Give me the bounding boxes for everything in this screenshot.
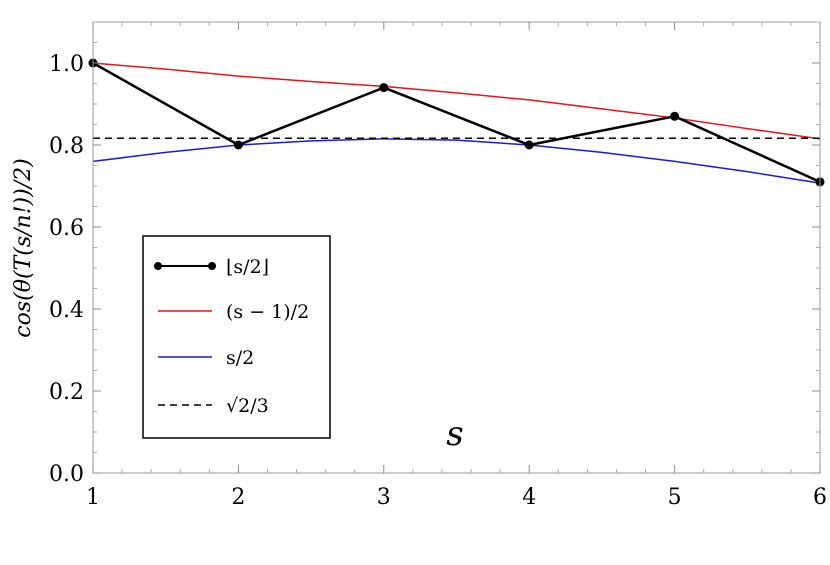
- y-tick-label: 0.6: [49, 216, 84, 241]
- y-tick-label: 0.8: [49, 134, 84, 159]
- legend-label: ⌊s/2⌋: [226, 256, 269, 278]
- x-tick-label: 5: [668, 485, 682, 510]
- x-tick-label: 3: [377, 485, 391, 510]
- x-tick-label: 2: [231, 485, 245, 510]
- x-tick-label: 4: [522, 485, 536, 510]
- series-line: [92, 138, 821, 184]
- legend-label: √2/3: [226, 395, 269, 417]
- data-point: [379, 83, 389, 93]
- legend-marker: [208, 262, 216, 270]
- y-tick-label: 0.0: [49, 462, 84, 487]
- data-point: [524, 140, 534, 150]
- y-tick-label: 0.4: [49, 298, 84, 323]
- y-axis-title: cos(θ(T(s/n!))/2): [11, 158, 36, 337]
- legend-label: s/2: [226, 347, 254, 369]
- series-line: [92, 62, 821, 140]
- legend-label: (s − 1)/2: [226, 301, 309, 323]
- data-point: [233, 140, 243, 150]
- legend-marker: [154, 262, 162, 270]
- x-tick-label: 6: [813, 485, 827, 510]
- x-axis-title: s: [446, 414, 463, 454]
- data-point: [670, 111, 680, 121]
- x-tick-label: 1: [86, 485, 100, 510]
- legend: ⌊s/2⌋ (s − 1)/2 s/2 √2/3: [142, 235, 331, 439]
- series-line: [92, 61, 821, 184]
- y-tick-label: 1.0: [49, 52, 84, 77]
- y-tick-label: 0.2: [49, 380, 84, 405]
